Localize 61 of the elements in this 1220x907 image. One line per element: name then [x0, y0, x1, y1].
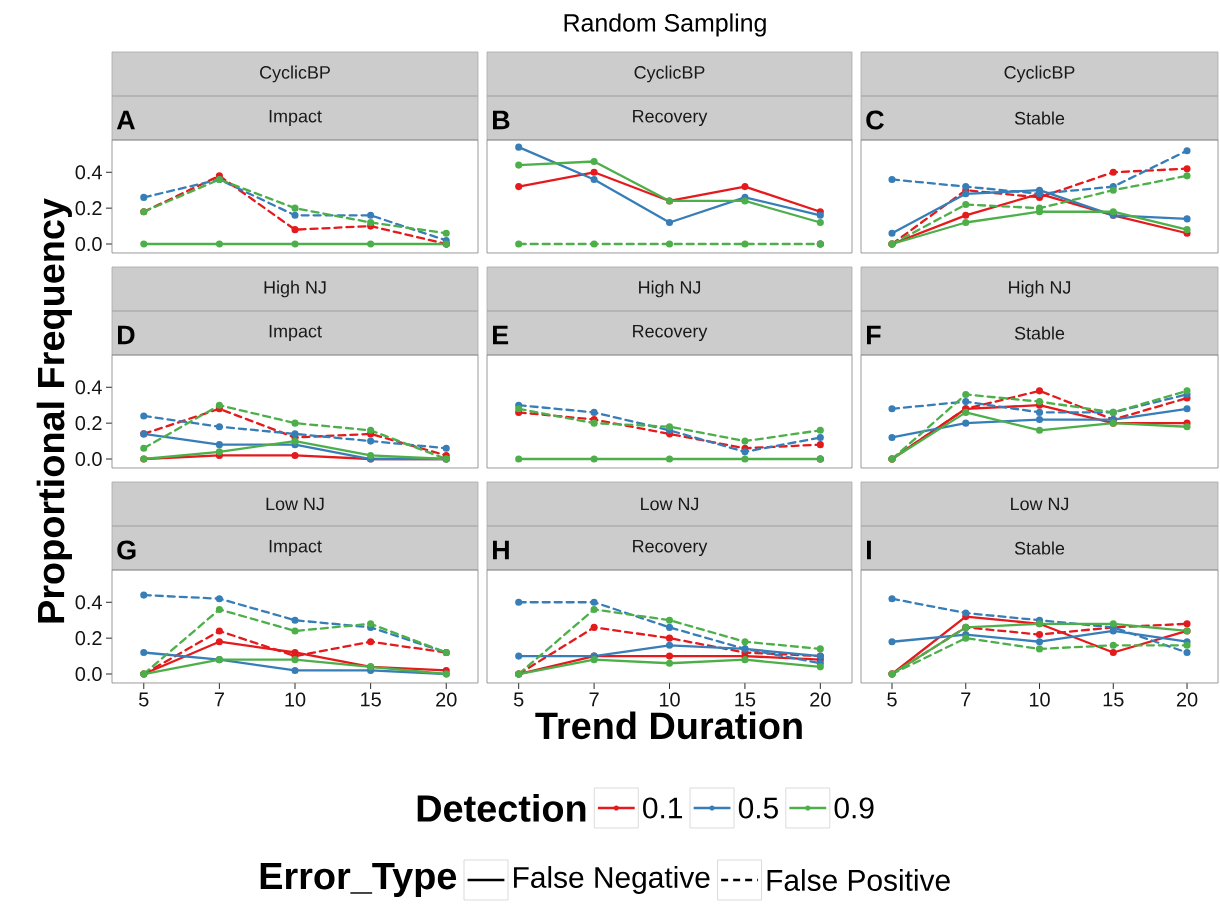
legend-title: Detection	[417, 794, 586, 822]
y-tick-label: 0.0	[75, 451, 102, 467]
chart-subtitle: Recovery	[633, 109, 708, 127]
x-tick-label: 5	[513, 692, 524, 707]
x-tick-label: 5	[139, 692, 149, 707]
chart-title: CyclicBP	[260, 65, 330, 83]
x-tick-label: 7	[589, 692, 599, 707]
y-tick-label: 0.2	[75, 631, 102, 646]
y-axis-title: Proportional Frequency	[36, 198, 72, 623]
chart-subtitle: Stable	[1014, 326, 1065, 340]
chart-subtitle: Impact	[269, 539, 322, 557]
x-tick-label: 7	[961, 692, 971, 707]
chart-subtitle: Stable	[1014, 111, 1065, 125]
chart-title: CyclicBP	[634, 65, 705, 83]
chart-subtitle: Stable	[1014, 541, 1065, 555]
text: C	[866, 110, 884, 130]
text: B	[493, 110, 510, 130]
legend-label: 0.1	[643, 797, 682, 819]
chart-title: Low NJ	[641, 497, 699, 511]
text: F	[867, 325, 881, 345]
text: G	[117, 540, 136, 560]
chart-title: Low NJ	[266, 497, 324, 511]
y-tick-label: 0.0	[75, 236, 102, 252]
y-tick-label: 0.2	[75, 201, 102, 216]
x-tick-label: 15	[361, 692, 381, 707]
chart-subtitle: Recovery	[633, 324, 708, 342]
text: E	[493, 325, 509, 345]
x-tick-label: 10	[659, 692, 680, 707]
x-axis-title: Trend Duration	[535, 711, 802, 740]
chart-title: High NJ	[1009, 280, 1071, 298]
legend-label: 0.5	[738, 797, 778, 819]
x-tick-label: 20	[1176, 692, 1198, 707]
text: H	[493, 540, 509, 560]
text: D	[118, 325, 135, 345]
x-tick-label: 20	[810, 692, 831, 707]
x-tick-label: 7	[214, 692, 224, 707]
legend-label: 0.9	[834, 797, 874, 819]
y-tick-label: 0.2	[75, 416, 102, 431]
y-tick-label: 0.0	[75, 666, 102, 682]
chart-subtitle: Impact	[269, 109, 322, 127]
x-tick-label: 20	[436, 692, 457, 707]
chart-subtitle: Impact	[269, 324, 322, 342]
y-tick-label: 0.4	[75, 165, 102, 180]
text: Random Sampling	[564, 13, 766, 37]
y-tick-label: 0.4	[75, 595, 102, 610]
text: I	[867, 540, 871, 560]
legend-label: False Negative	[514, 866, 710, 894]
x-tick-label: 10	[1029, 692, 1050, 707]
x-tick-label: 5	[887, 692, 897, 707]
legend-label: False Positive	[767, 869, 950, 891]
x-tick-label: 15	[1103, 692, 1124, 707]
chart-title: Low NJ	[1011, 497, 1069, 511]
x-tick-label: 10	[285, 692, 306, 707]
chart-subtitle: Recovery	[633, 539, 708, 557]
text: A	[116, 110, 135, 130]
y-tick-label: 0.4	[75, 380, 102, 395]
chart-title: High NJ	[639, 280, 701, 298]
legend-title: Error_Type	[260, 863, 457, 897]
chart-title: High NJ	[264, 280, 326, 298]
x-tick-label: 15	[735, 692, 756, 707]
chart-title: CyclicBP	[1004, 65, 1075, 83]
